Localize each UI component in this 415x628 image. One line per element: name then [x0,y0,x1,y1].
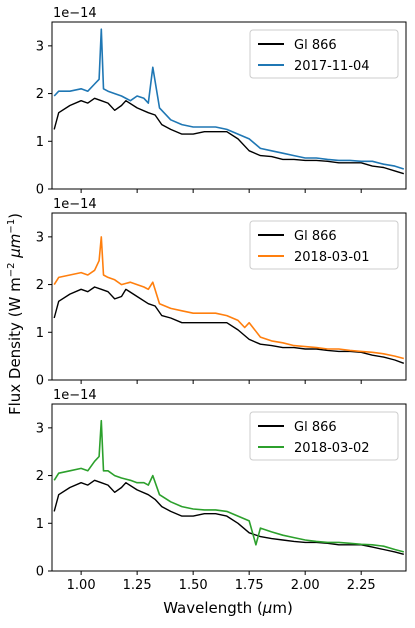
legend: Gl 866 2018-03-02 [249,411,399,461]
y-tick-label: 1 [36,326,44,341]
y-tick-label: 2 [36,278,44,293]
y-tick-label: 3 [36,230,44,245]
y-tick-label: 3 [36,39,44,54]
x-tick-label: 1.75 [235,578,264,593]
panel-3: 1.00 1.25 1.50 1.75 2.00 2.25 0 1 2 3 1e−14 Gl 866 2… [36,388,407,593]
panel-1: 0 1 2 3 1e−14 Gl 866 2017-11-04 [36,6,407,198]
offset-label: 1e−14 [53,388,97,403]
x-axis-title: Wavelength (μm) [163,599,293,617]
y-axis-title: Flux Density (W m−2 μm−1) [6,213,24,415]
x-tick-label: 1.25 [123,578,152,593]
legend-label: 2017-11-04 [294,59,370,74]
legend-label: Gl 866 [294,38,337,53]
legend-box [249,220,399,270]
y-tick-label: 0 [36,183,44,198]
series-group [53,28,405,175]
panel-2: 0 1 2 3 1e−14 Gl 866 2018-03-01 [36,197,407,389]
offset-label: 1e−14 [53,197,97,212]
y-tick-label: 0 [36,565,44,580]
x-tick-label: 2.25 [347,578,376,593]
series-line-gl-866 [53,97,405,175]
series-line-2017-11-04 [53,28,405,170]
plot-frame [51,212,407,381]
legend-label: Gl 866 [294,229,337,244]
series-line-2018-03-01 [53,236,405,360]
legend-label: Gl 866 [294,420,337,435]
x-tick-label: 1.00 [67,578,96,593]
y-tick-label: 3 [36,421,44,436]
y-tick-label: 1 [36,135,44,150]
plot-frame [51,403,407,572]
legend-label: 2018-03-01 [294,250,370,265]
x-tick-label: 2.00 [291,578,320,593]
legend-box [249,29,399,79]
series-group [53,419,405,555]
x-tick-label: 1.50 [179,578,208,593]
series-line-gl-866 [53,286,405,364]
series-line-gl-866 [53,479,404,555]
y-tick-label: 0 [36,374,44,389]
series-line-2018-03-02 [53,419,405,553]
offset-label: 1e−14 [53,6,97,21]
legend-box [249,411,399,461]
legend: Gl 866 2017-11-04 [249,29,399,79]
y-tick-label: 2 [36,469,44,484]
plot-frame [51,21,407,190]
y-tick-label: 2 [36,87,44,102]
legend-label: 2018-03-02 [294,441,370,456]
y-tick-label: 1 [36,517,44,532]
series-group [53,236,405,364]
legend: Gl 866 2018-03-01 [249,220,399,270]
